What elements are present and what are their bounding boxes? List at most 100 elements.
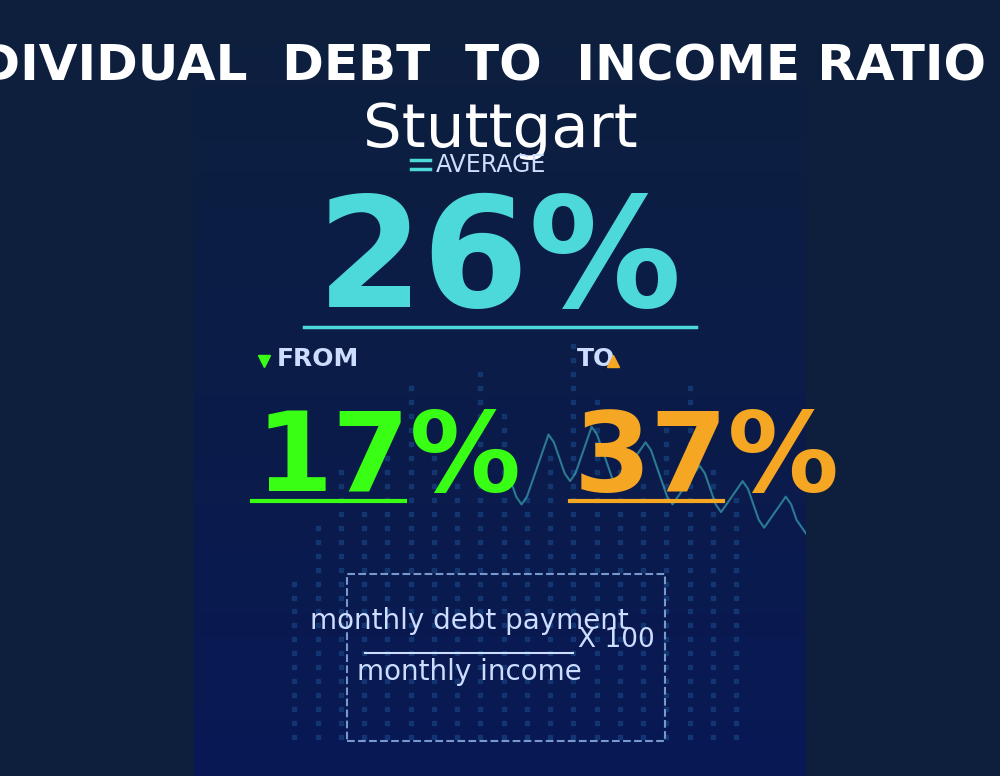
Bar bbox=[194, 551, 806, 559]
Bar bbox=[194, 372, 806, 380]
Bar bbox=[194, 8, 806, 16]
Bar bbox=[194, 248, 806, 256]
Text: X 100: X 100 bbox=[578, 627, 655, 653]
Bar bbox=[194, 140, 806, 147]
Bar bbox=[194, 605, 806, 613]
Bar bbox=[194, 155, 806, 163]
Bar bbox=[194, 109, 806, 116]
Text: monthly income: monthly income bbox=[357, 658, 582, 686]
Bar bbox=[194, 435, 806, 442]
Text: Stuttgart: Stuttgart bbox=[363, 101, 637, 160]
Bar bbox=[194, 388, 806, 396]
Bar bbox=[194, 295, 806, 303]
Bar bbox=[194, 334, 806, 341]
Bar bbox=[194, 202, 806, 210]
Bar bbox=[194, 194, 806, 202]
Bar bbox=[194, 279, 806, 287]
Bar bbox=[194, 365, 806, 372]
Bar bbox=[194, 737, 806, 745]
Bar bbox=[194, 217, 806, 225]
Bar bbox=[194, 691, 806, 698]
Text: INDIVIDUAL  DEBT  TO  INCOME RATIO  IN: INDIVIDUAL DEBT TO INCOME RATIO IN bbox=[0, 43, 1000, 91]
Bar bbox=[194, 497, 806, 504]
Bar bbox=[194, 504, 806, 512]
Bar bbox=[194, 54, 806, 62]
Bar bbox=[194, 272, 806, 279]
Bar bbox=[194, 256, 806, 264]
Bar bbox=[194, 225, 806, 233]
Bar bbox=[194, 566, 806, 574]
Bar bbox=[194, 39, 806, 47]
Bar bbox=[194, 644, 806, 652]
Bar bbox=[194, 318, 806, 326]
Text: 17%: 17% bbox=[255, 407, 521, 514]
Bar bbox=[194, 450, 806, 458]
Bar bbox=[194, 729, 806, 737]
Bar bbox=[194, 62, 806, 70]
Bar bbox=[194, 543, 806, 551]
Bar bbox=[194, 241, 806, 248]
Bar bbox=[194, 574, 806, 582]
Bar bbox=[194, 745, 806, 753]
Bar bbox=[194, 427, 806, 435]
Bar bbox=[194, 233, 806, 241]
Bar bbox=[194, 535, 806, 543]
Bar bbox=[194, 101, 806, 109]
Bar bbox=[194, 559, 806, 566]
Bar bbox=[194, 178, 806, 186]
Bar bbox=[194, 489, 806, 497]
Bar bbox=[194, 698, 806, 706]
Bar bbox=[194, 303, 806, 310]
Bar bbox=[194, 652, 806, 660]
Bar bbox=[194, 116, 806, 124]
Bar bbox=[194, 163, 806, 171]
Bar bbox=[194, 380, 806, 388]
Bar bbox=[194, 675, 806, 683]
Text: AVERAGE: AVERAGE bbox=[436, 153, 546, 176]
Bar bbox=[194, 349, 806, 357]
Bar bbox=[194, 85, 806, 93]
Bar bbox=[194, 287, 806, 295]
Bar bbox=[194, 582, 806, 590]
Bar bbox=[194, 590, 806, 598]
Bar bbox=[194, 70, 806, 78]
Bar bbox=[194, 667, 806, 675]
Bar bbox=[194, 171, 806, 178]
Bar bbox=[194, 310, 806, 318]
Bar bbox=[194, 714, 806, 722]
Bar bbox=[194, 706, 806, 714]
Bar bbox=[194, 629, 806, 636]
Bar bbox=[194, 47, 806, 54]
Bar bbox=[194, 760, 806, 768]
Bar bbox=[194, 93, 806, 101]
Text: 37%: 37% bbox=[573, 407, 839, 514]
Bar bbox=[194, 473, 806, 481]
Bar bbox=[194, 132, 806, 140]
Bar bbox=[194, 458, 806, 466]
Bar bbox=[194, 520, 806, 528]
Bar bbox=[194, 16, 806, 23]
Bar bbox=[194, 186, 806, 194]
Bar bbox=[194, 23, 806, 31]
Bar bbox=[194, 466, 806, 473]
Bar bbox=[194, 404, 806, 411]
Bar bbox=[194, 528, 806, 535]
Bar bbox=[194, 683, 806, 691]
Bar bbox=[194, 512, 806, 520]
Bar bbox=[194, 660, 806, 667]
Bar bbox=[194, 768, 806, 776]
Text: FROM: FROM bbox=[277, 347, 359, 370]
Bar bbox=[194, 598, 806, 605]
Bar bbox=[194, 357, 806, 365]
Text: monthly debt payment: monthly debt payment bbox=[310, 607, 629, 635]
Bar bbox=[194, 419, 806, 427]
Bar bbox=[194, 442, 806, 450]
Bar bbox=[194, 147, 806, 155]
Bar bbox=[194, 210, 806, 217]
Bar bbox=[194, 613, 806, 621]
Bar bbox=[194, 411, 806, 419]
Bar bbox=[194, 78, 806, 85]
Bar bbox=[194, 636, 806, 644]
Text: 26%: 26% bbox=[317, 190, 683, 339]
Bar bbox=[194, 0, 806, 8]
